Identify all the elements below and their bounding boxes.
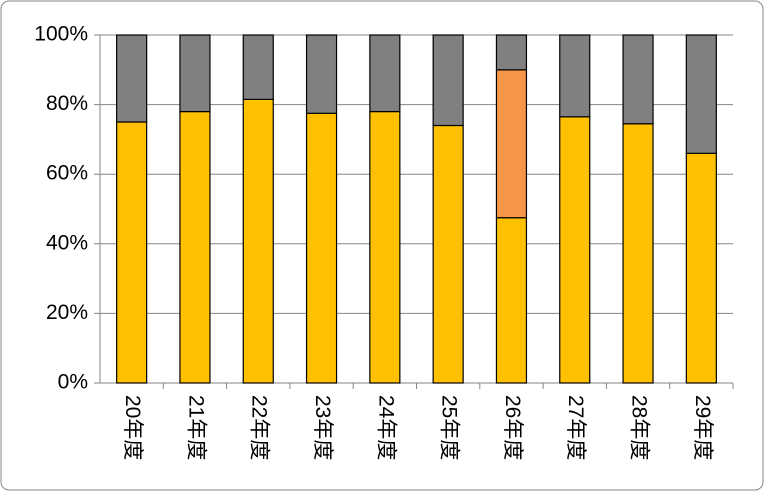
y-tick-label: 0% (58, 371, 88, 394)
bar-segment (622, 34, 654, 125)
bar-segment (179, 34, 211, 113)
bar-segment (242, 98, 274, 384)
bar-segment (432, 124, 464, 384)
x-tick-label: 29年度 (691, 395, 714, 460)
bar-segment (559, 116, 591, 384)
x-tick-label: 23年度 (311, 395, 334, 460)
y-tick-label: 40% (46, 231, 88, 254)
bar-segment (369, 110, 401, 384)
bar-segment (116, 121, 148, 384)
x-tick-label: 28年度 (628, 395, 651, 460)
bar-segment (305, 112, 338, 384)
bar-segment (495, 69, 528, 219)
y-tick-label: 60% (46, 162, 88, 185)
bar-segment (685, 34, 717, 154)
x-tick-label: 24年度 (374, 395, 397, 460)
bar-segment (495, 34, 528, 71)
bar-segment (622, 123, 654, 384)
bar-segment (559, 34, 591, 118)
x-tick-label: 27年度 (564, 395, 587, 460)
bar-segment (305, 34, 338, 114)
x-tick-label: 20年度 (121, 395, 144, 460)
x-tick-label: 25年度 (438, 395, 461, 460)
bar-segment (369, 34, 401, 113)
bar-segment (432, 34, 464, 127)
x-tick-label: 26年度 (501, 395, 524, 460)
x-tick-label: 21年度 (184, 395, 207, 460)
bar-segment (242, 34, 274, 100)
bar-segment (685, 152, 717, 384)
y-tick-label: 80% (46, 92, 88, 115)
bar-segment (179, 110, 211, 384)
y-tick-label: 20% (46, 301, 88, 324)
bar-segment (495, 217, 528, 384)
y-tick-label: 100% (34, 23, 88, 46)
x-tick-label: 22年度 (248, 395, 271, 460)
bar-segment (116, 34, 148, 123)
